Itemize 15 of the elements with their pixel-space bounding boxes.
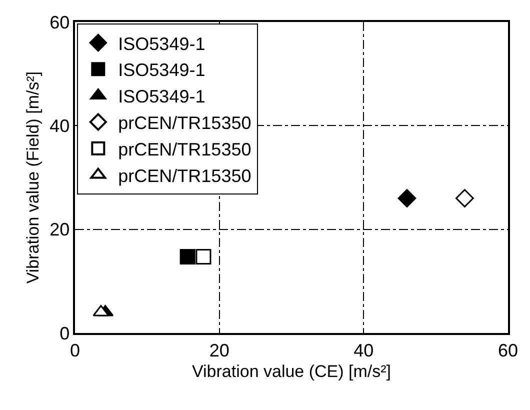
y-tick-label: 40 xyxy=(50,116,70,136)
y-axis-title: Vibration value (Field) [m/s²] xyxy=(24,71,43,284)
y-tick-label: 0 xyxy=(60,323,70,344)
legend-label: ISO5349-1 xyxy=(118,34,206,54)
x-tick-label: 40 xyxy=(354,340,374,360)
x-tick-label: 60 xyxy=(498,340,518,360)
y-tick-label: 20 xyxy=(50,220,70,240)
legend-label: prCEN/TR15350 xyxy=(118,112,252,133)
legend-label: prCEN/TR15350 xyxy=(118,139,252,160)
x-axis-title: Vibration value (CE) [m/s²] xyxy=(192,362,392,382)
legend-label: prCEN/TR15350 xyxy=(118,166,252,186)
y-tick-label: 60 xyxy=(50,12,70,32)
legend-label: ISO5349-1 xyxy=(118,86,206,107)
legend-label: ISO5349-1 xyxy=(118,60,206,80)
x-tick-label: 20 xyxy=(209,340,230,360)
